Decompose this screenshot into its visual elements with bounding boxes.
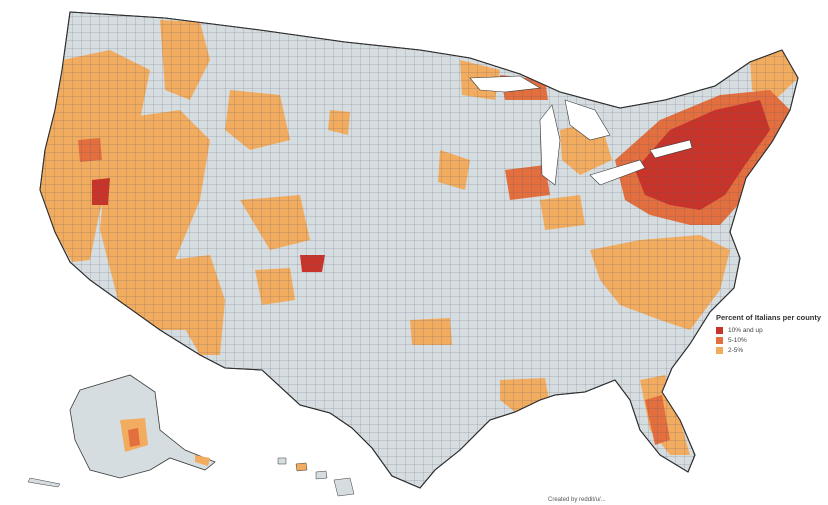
legend-label-5-10: 5-10% [728,337,747,344]
legend-swatch-10-plus [716,327,723,334]
alaska [27,374,216,488]
legend-title: Percent of Italians per county [716,313,822,322]
contiguous-us-outline [39,11,799,489]
map-credit: Created by reddit/u/... [548,497,606,503]
legend-item-10-plus: 10% and up [716,327,826,334]
great-lakes [469,75,693,186]
legend-item-2-5: 2-5% [716,347,826,354]
legend-item-5-10: 5-10% [716,337,826,344]
legend-swatch-2-5 [716,347,723,354]
legend: Percent of Italians per county 10% and u… [716,313,826,357]
legend-swatch-5-10 [716,337,723,344]
legend-label-10-plus: 10% and up [728,327,763,334]
legend-label-2-5: 2-5% [728,347,744,354]
hawaii [277,457,355,497]
